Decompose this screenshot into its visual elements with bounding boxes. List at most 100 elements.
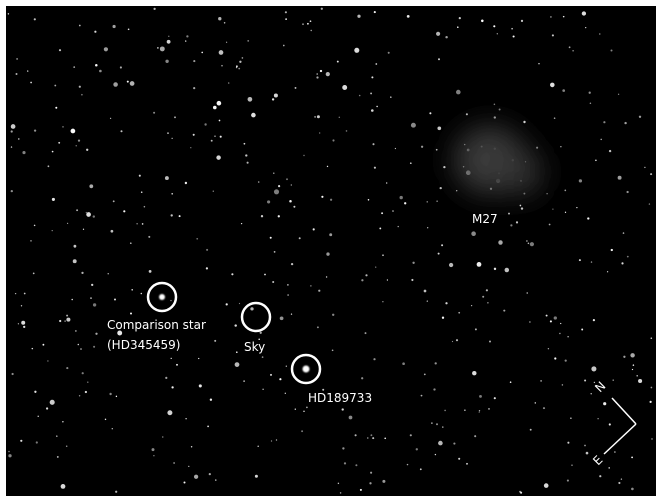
- star: [307, 22, 309, 25]
- star: [165, 59, 169, 63]
- star: [115, 490, 118, 493]
- star: [510, 224, 513, 227]
- star: [479, 394, 482, 398]
- star: [27, 70, 29, 72]
- star: [90, 297, 92, 299]
- star: [95, 64, 98, 67]
- star: [412, 261, 415, 264]
- star: [472, 370, 477, 376]
- star: [584, 444, 586, 447]
- star: [326, 165, 329, 168]
- comparison-circle: [146, 281, 178, 313]
- star: [235, 66, 238, 69]
- star: [287, 294, 289, 296]
- star: [119, 66, 122, 69]
- star: [112, 200, 115, 203]
- star: [176, 363, 178, 366]
- star: [650, 337, 653, 339]
- star: [523, 120, 526, 124]
- star: [319, 132, 321, 134]
- star: [76, 209, 79, 212]
- star: [478, 411, 480, 413]
- star: [406, 463, 409, 466]
- star: [339, 492, 342, 494]
- star: [91, 283, 94, 287]
- star: [22, 151, 26, 155]
- star: [561, 384, 564, 386]
- star: [610, 49, 613, 52]
- star: [141, 223, 144, 225]
- star: [614, 451, 616, 453]
- star: [15, 72, 18, 76]
- compass: [603, 397, 637, 455]
- star: [511, 27, 513, 30]
- star: [231, 273, 234, 276]
- star: [236, 65, 238, 68]
- star: [89, 184, 94, 189]
- star: [411, 278, 414, 282]
- star: [110, 229, 114, 233]
- star: [441, 316, 445, 319]
- star: [560, 146, 562, 148]
- star: [651, 438, 653, 440]
- star: [188, 465, 190, 468]
- star: [392, 210, 394, 212]
- star: [243, 380, 245, 382]
- star: [310, 29, 312, 32]
- star: [285, 365, 287, 367]
- star: [386, 182, 388, 184]
- star: [367, 199, 370, 201]
- star: [466, 462, 468, 465]
- star: [47, 165, 50, 168]
- star: [243, 142, 246, 145]
- target-label: HD189733: [308, 391, 372, 405]
- star: [294, 86, 297, 89]
- star: [294, 408, 296, 410]
- star: [445, 35, 448, 39]
- star: [138, 174, 141, 177]
- star: [109, 117, 112, 119]
- star: [610, 248, 613, 252]
- star: [82, 228, 85, 230]
- star: [60, 484, 66, 489]
- star: [8, 450, 10, 453]
- star: [529, 428, 532, 431]
- star: [520, 207, 524, 210]
- star: [420, 394, 423, 397]
- star: [337, 482, 340, 485]
- star: [193, 86, 196, 90]
- star: [77, 343, 80, 346]
- star: [273, 93, 278, 98]
- star: [183, 481, 186, 484]
- star: [66, 317, 71, 322]
- star: [86, 212, 91, 217]
- star: [207, 425, 209, 428]
- star: [631, 487, 634, 491]
- star: [456, 89, 461, 95]
- star: [225, 303, 228, 306]
- star: [168, 35, 170, 37]
- star: [375, 63, 378, 65]
- star: [453, 442, 456, 445]
- star: [608, 149, 612, 153]
- star: [184, 181, 188, 185]
- star: [632, 364, 635, 366]
- star: [234, 362, 240, 367]
- star: [371, 76, 374, 79]
- star: [7, 13, 10, 15]
- star: [284, 392, 286, 394]
- star: [92, 215, 95, 218]
- star: [332, 313, 335, 316]
- star: [293, 205, 296, 208]
- star: [21, 320, 26, 325]
- star: [114, 298, 116, 301]
- star: [508, 212, 510, 215]
- comparison-id: (HD345459): [107, 338, 180, 352]
- star: [438, 58, 440, 61]
- star: [578, 259, 581, 262]
- star: [321, 195, 324, 198]
- star: [322, 388, 325, 391]
- star: [409, 162, 412, 165]
- star: [359, 488, 362, 491]
- star: [86, 148, 89, 151]
